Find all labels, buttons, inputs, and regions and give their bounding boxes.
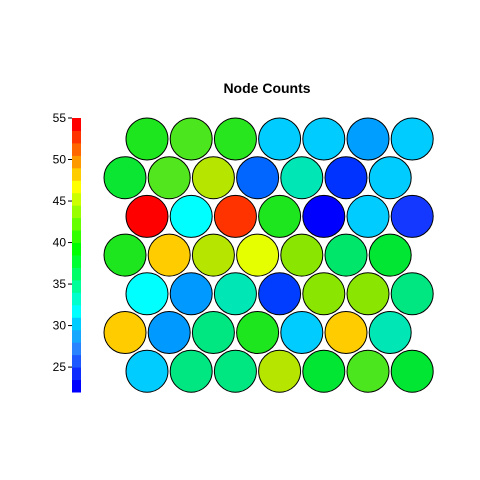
node-circle	[258, 349, 302, 393]
color-scale-segment	[72, 155, 81, 169]
node-circle	[346, 349, 390, 393]
node-circle	[368, 311, 412, 354]
color-scale-tick-label: 30	[53, 319, 67, 333]
color-scale-segment	[72, 317, 81, 331]
node-circle	[169, 272, 213, 316]
node-circle	[191, 311, 235, 354]
node-circle	[390, 272, 434, 316]
node-circle	[169, 349, 213, 393]
color-scale-segment	[72, 292, 81, 306]
node-circle	[147, 233, 191, 277]
color-scale-segment	[72, 242, 81, 256]
node-circle	[125, 117, 169, 161]
node-circle	[258, 194, 302, 238]
node-circle	[258, 272, 302, 316]
node-circle	[169, 194, 213, 238]
node-circle	[346, 194, 390, 238]
color-scale-segment	[72, 142, 81, 156]
node-circle	[125, 272, 169, 316]
node-circle	[147, 311, 191, 354]
node-circle	[390, 194, 434, 238]
node-circle	[213, 272, 257, 316]
color-scale-segment	[72, 342, 81, 356]
color-scale-segment	[72, 230, 81, 244]
node-circle	[191, 233, 235, 277]
node-circle	[324, 311, 368, 354]
node-circle	[147, 156, 191, 200]
node-circle	[346, 272, 390, 316]
node-circle	[213, 117, 257, 161]
node-circle	[236, 233, 280, 277]
node-circle	[236, 156, 280, 200]
node-circle	[103, 233, 147, 277]
color-scale-bar	[72, 118, 81, 393]
color-scale-segment	[72, 279, 81, 293]
node-circle	[169, 117, 213, 161]
color-scale-segment	[72, 255, 81, 268]
color-scale-segment	[72, 354, 81, 368]
node-circle	[191, 156, 235, 200]
node-circle	[324, 156, 368, 200]
node-circle	[302, 117, 346, 161]
node-circle	[280, 156, 324, 200]
node-circle	[125, 349, 169, 393]
node-circle	[213, 349, 257, 393]
color-scale-segment	[72, 329, 81, 343]
node-circle	[302, 272, 346, 316]
node-circle	[103, 156, 147, 200]
node-grid	[103, 117, 434, 393]
node-circle	[324, 233, 368, 277]
color-scale-segment	[72, 205, 81, 219]
node-circle	[258, 117, 302, 161]
node-circle	[368, 233, 412, 277]
node-circle	[236, 311, 280, 354]
color-scale-segment	[72, 217, 81, 231]
color-scale-tick-label: 45	[53, 194, 67, 208]
color-scale-tick-label: 40	[53, 236, 67, 250]
color-scale-segment	[72, 267, 81, 281]
node-circle	[103, 311, 147, 354]
color-scale-tick-label: 50	[53, 153, 67, 167]
node-circle	[280, 311, 324, 354]
node-circle	[368, 156, 412, 200]
chart-title: Node Counts	[223, 80, 310, 96]
color-scale-segment	[72, 367, 81, 381]
color-scale-segment	[72, 192, 81, 206]
node-circle	[346, 117, 390, 161]
node-circle	[280, 233, 324, 277]
color-scale-tick-label: 35	[53, 277, 67, 291]
color-scale-segment	[72, 167, 81, 181]
color-scale-ticks: 25 30 35 40 45 50 55	[53, 111, 72, 374]
node-circle	[125, 194, 169, 238]
color-scale-tick-label: 25	[53, 360, 67, 374]
color-scale-segment	[72, 180, 81, 194]
node-circle	[302, 194, 346, 238]
color-scale-segment	[72, 304, 81, 318]
node-circle	[390, 349, 434, 393]
node-circle	[390, 117, 434, 161]
color-scale-tick-label: 55	[53, 111, 67, 125]
color-scale-segment	[72, 130, 81, 144]
node-circle	[302, 349, 346, 393]
node-circle	[213, 194, 257, 238]
color-scale-segment	[72, 118, 81, 131]
color-scale-segment	[72, 379, 81, 393]
